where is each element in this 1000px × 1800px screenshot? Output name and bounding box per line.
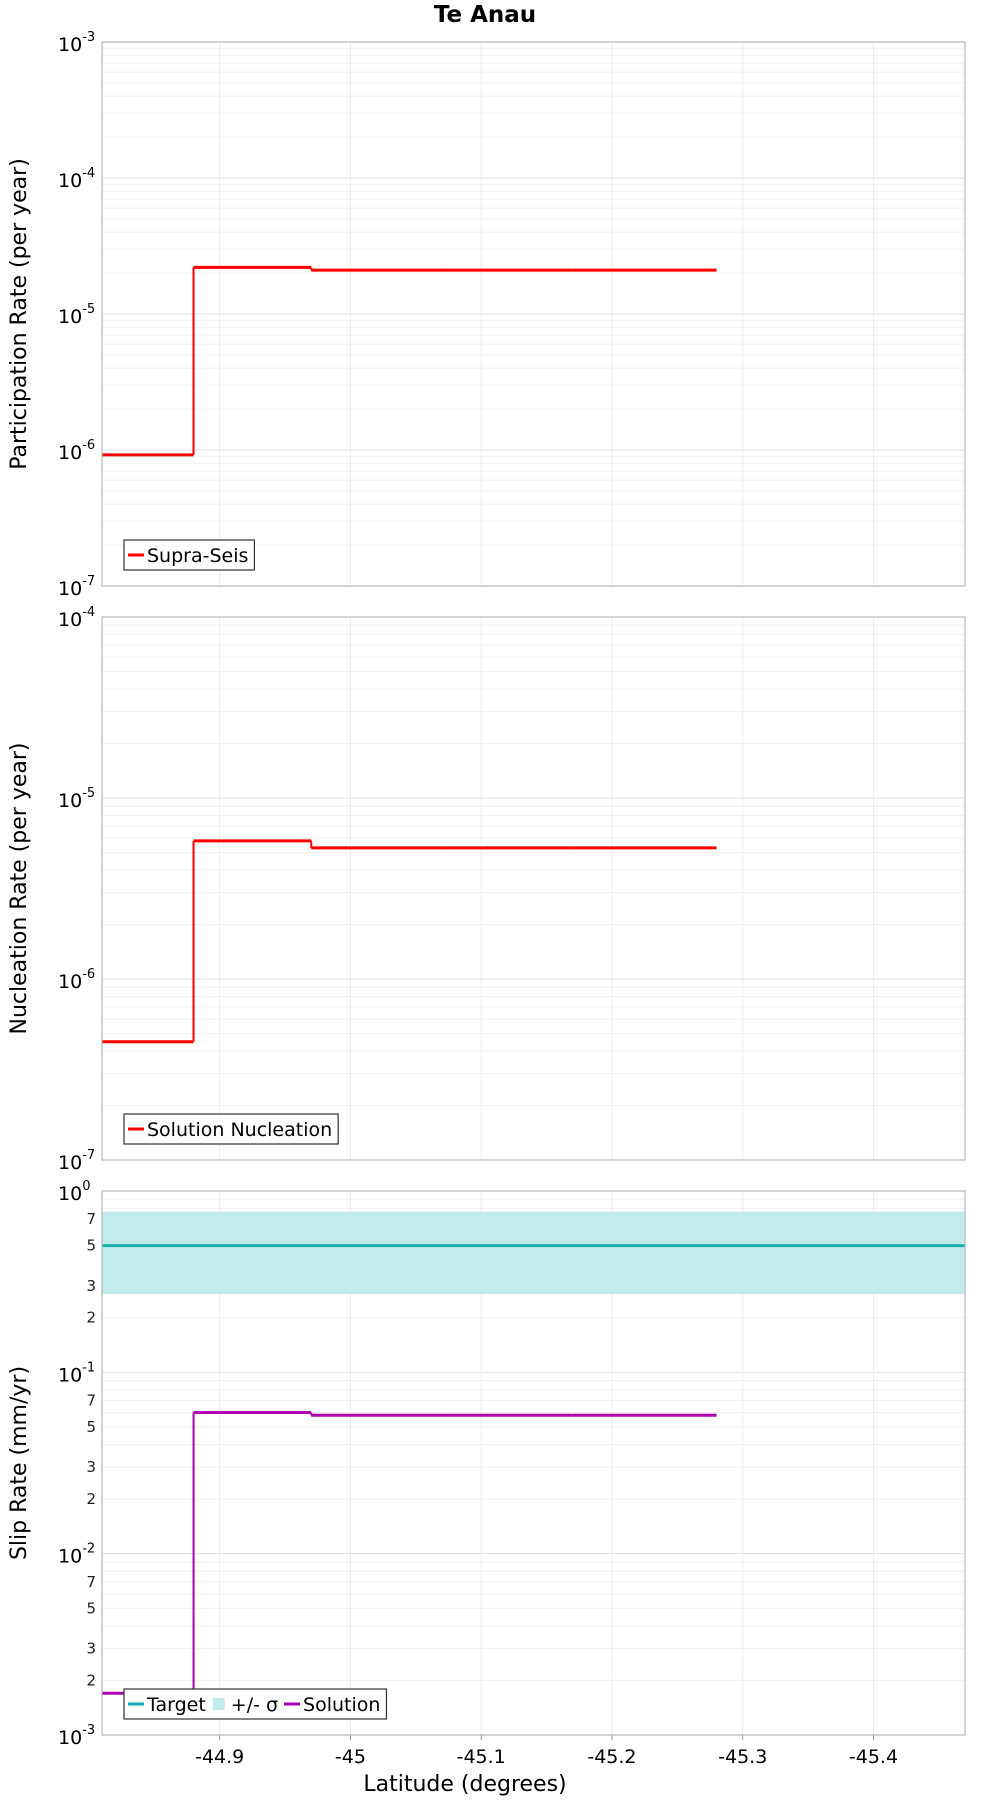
y-tick-label: 10-6 xyxy=(58,438,95,464)
legend-box xyxy=(123,1688,388,1720)
x-tick-label: -45.4 xyxy=(849,1746,898,1768)
legend-item: Solution xyxy=(284,1694,380,1716)
y-minor-tick-label: 3 xyxy=(86,1639,96,1657)
legend-swatch xyxy=(212,1698,225,1710)
y-tick-label: 10-4 xyxy=(58,605,95,631)
y-minor-tick-label: 2 xyxy=(86,1309,96,1327)
participation-rate-panel: 10-3 10-4 10-5 10-6 10-7 Participation Rate (… xyxy=(7,30,966,600)
y-axis-label: Slip Rate (mm/yr) xyxy=(7,1366,32,1560)
legend: Solution Nucleation xyxy=(123,1113,339,1145)
legend-label: Solution xyxy=(303,1694,380,1716)
plot-frame xyxy=(101,1190,966,1736)
chart-title: Te Anau xyxy=(434,2,536,28)
x-axis-label: Latitude (degrees) xyxy=(363,1772,566,1797)
plot-area xyxy=(102,617,965,1160)
y-tick-label: 10-3 xyxy=(58,30,95,56)
x-axis: -44.9 -45 -45.1 -45.2 -45.3 -45.4 xyxy=(195,1735,898,1768)
legend-item: Supra-Seis xyxy=(128,545,248,567)
legend: Supra-Seis xyxy=(123,539,256,571)
y-tick-label: 10-7 xyxy=(58,1148,95,1174)
y-tick-label: 10-3 xyxy=(58,1723,95,1749)
y-minor-tick-label: 5 xyxy=(86,1599,96,1617)
y-minor-tick-label: 2 xyxy=(86,1490,96,1508)
x-tick-label: -45.1 xyxy=(457,1746,506,1768)
y-tick-label: 10-1 xyxy=(58,1360,95,1386)
y-tick-label: 100 xyxy=(58,1179,90,1205)
x-tick-label: -45 xyxy=(335,1746,366,1768)
legend-label: Solution Nucleation xyxy=(147,1119,332,1141)
legend-item: Target xyxy=(128,1694,206,1716)
y-tick-label: 10-7 xyxy=(58,574,95,600)
y-minor-tick-label: 2 xyxy=(86,1671,96,1689)
legend-label: +/- σ xyxy=(231,1694,278,1716)
x-tick-label: -45.2 xyxy=(587,1746,636,1768)
y-minor-tick-label: 3 xyxy=(86,1458,96,1476)
x-tick-label: -44.9 xyxy=(195,1746,244,1768)
y-minor-tick-label: 7 xyxy=(86,1573,96,1591)
plot-frame xyxy=(101,41,966,587)
legend-label: Target xyxy=(146,1694,206,1716)
plot-frame xyxy=(101,616,966,1161)
y-minor-tick-label: 7 xyxy=(86,1391,96,1409)
y-minor-tick-label: 7 xyxy=(86,1210,96,1228)
y-axis-label: Nucleation Rate (per year) xyxy=(7,743,32,1035)
nucleation-rate-panel: 10-4 10-5 10-6 10-7 Nucleation Rate (per yea… xyxy=(7,605,966,1174)
y-tick-label: 10-4 xyxy=(58,166,95,192)
sigma-band xyxy=(102,1211,965,1295)
legend-box xyxy=(123,539,256,571)
y-axis-label: Participation Rate (per year) xyxy=(7,158,32,470)
legend-item: Solution Nucleation xyxy=(128,1119,332,1141)
legend: Target +/- σ Solution xyxy=(123,1688,388,1720)
x-tick-label: -45.3 xyxy=(718,1746,767,1768)
y-tick-label: 10-5 xyxy=(58,786,95,812)
y-minor-tick-label: 5 xyxy=(86,1237,96,1255)
legend-item: +/- σ xyxy=(212,1694,278,1716)
y-tick-label: 10-5 xyxy=(58,302,95,328)
slip-rate-panel: 100 10-1 10-2 10-3 7 5 3 2 7 5 3 2 7 5 3 2 Slip Rate (mm… xyxy=(7,1179,966,1749)
y-tick-label: 10-6 xyxy=(58,967,95,993)
legend-box xyxy=(123,1113,339,1145)
legend-label: Supra-Seis xyxy=(147,545,248,567)
y-minor-tick-label: 5 xyxy=(86,1418,96,1436)
y-tick-label: 10-2 xyxy=(58,1542,95,1568)
y-minor-tick-label: 3 xyxy=(86,1277,96,1295)
